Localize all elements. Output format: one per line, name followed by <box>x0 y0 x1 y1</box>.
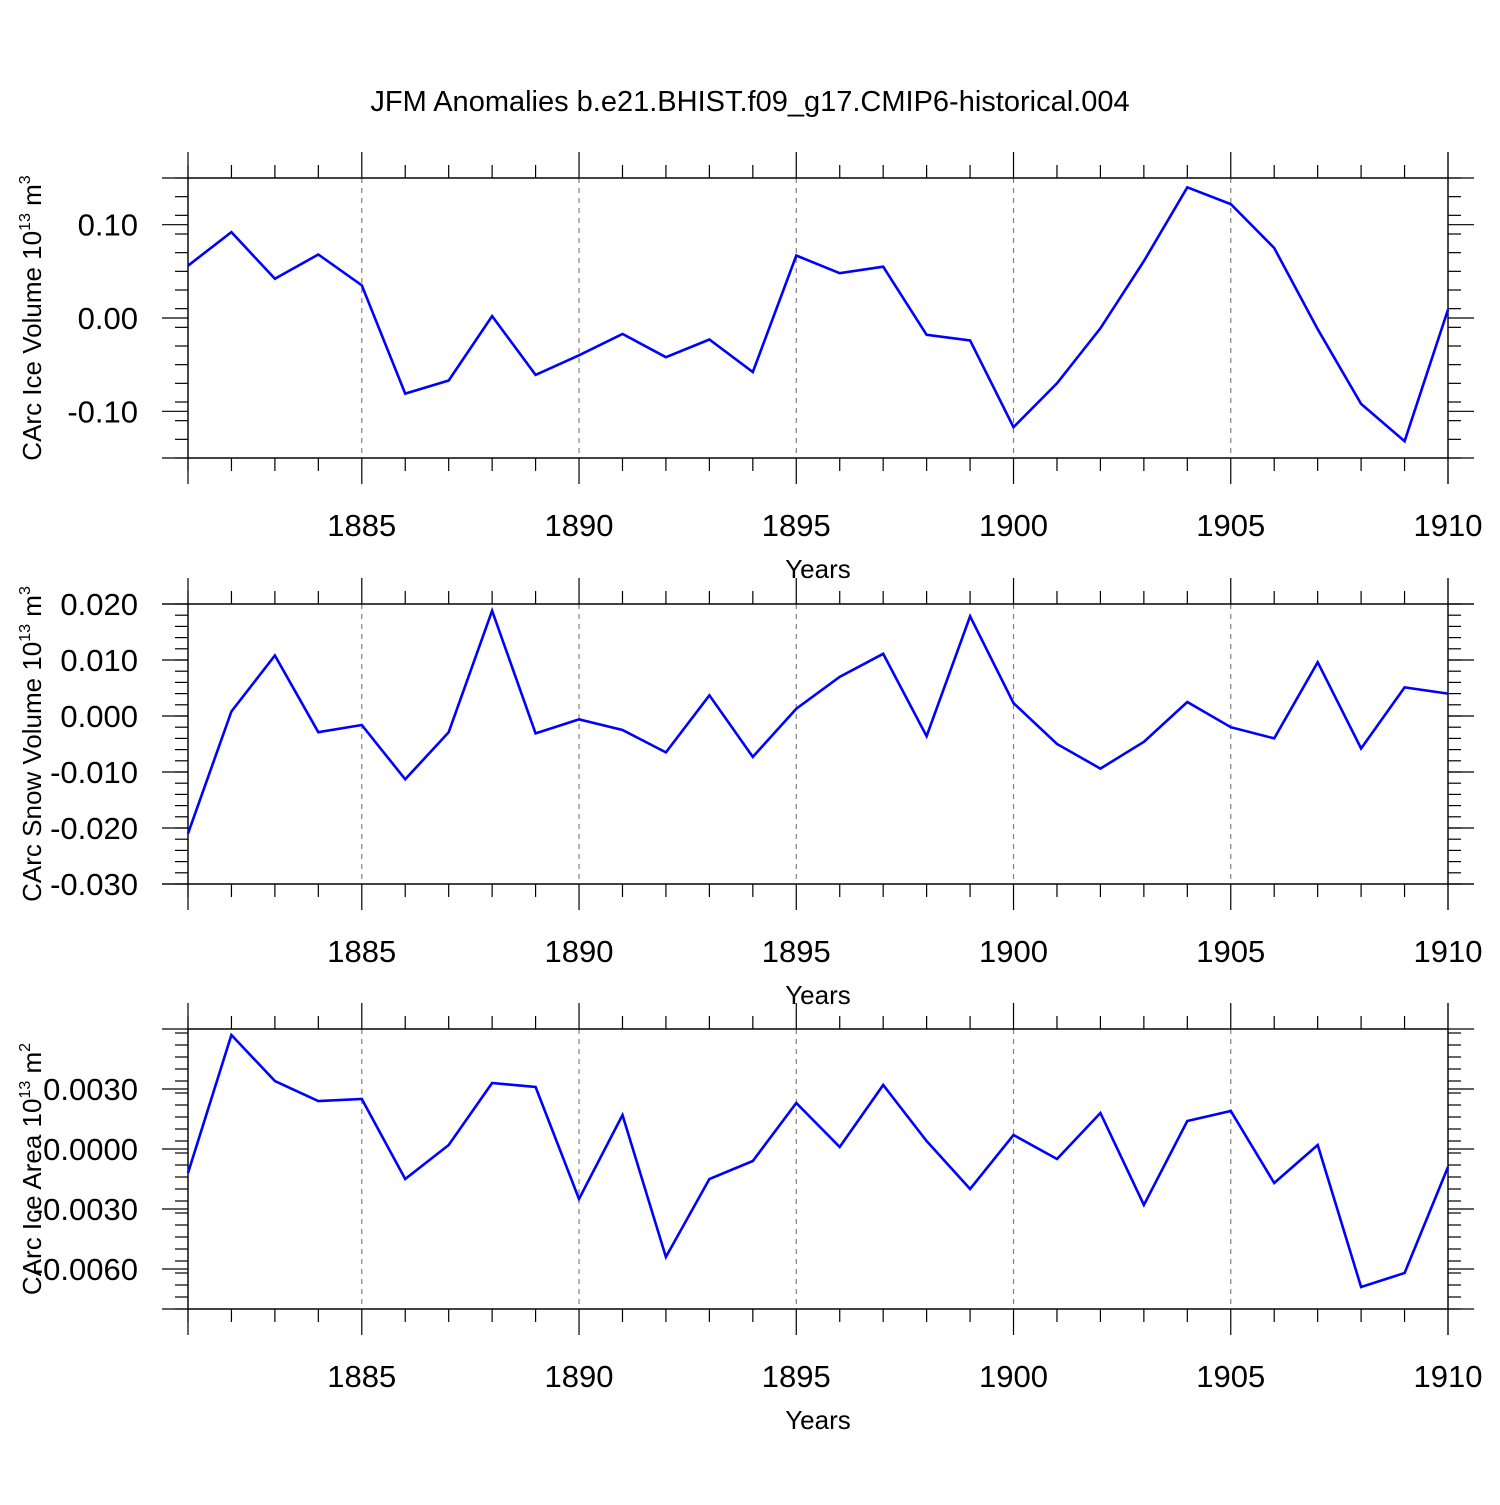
x-tick-label: 1885 <box>327 1359 396 1394</box>
y-axis-label: CArc Snow Volume 1013 m3 <box>17 586 47 902</box>
y-tick-label: -0.0030 <box>33 1192 138 1227</box>
x-axis-label: Years <box>785 980 851 1010</box>
x-tick-label: 1885 <box>327 508 396 543</box>
y-tick-label: -0.0060 <box>33 1252 138 1287</box>
panel-1: -0.10 0.00 0.10 1885 1890 1895 1900 1905 1910 Yea… <box>17 152 1482 584</box>
x-tick-label: 1890 <box>545 934 614 969</box>
y-tick-label: 0.10 <box>78 208 138 243</box>
x-tick-label: 1900 <box>979 508 1048 543</box>
x-axis-label: Years <box>785 554 851 584</box>
x-tick-label: 1910 <box>1414 934 1483 969</box>
y-tick-label: 0.000 <box>60 699 138 734</box>
y-tick-label: 0.0030 <box>43 1072 138 1107</box>
x-tick-label: 1895 <box>762 508 831 543</box>
plot-frame <box>187 1028 1449 1310</box>
x-tick-label: 1895 <box>762 1359 831 1394</box>
plot-frame <box>187 177 1449 459</box>
series-line <box>186 1032 1450 1289</box>
panel-2: -0.030 -0.020 -0.010 0.000 0.010 0.020 1885 189… <box>17 578 1482 1010</box>
x-tick-label: 1905 <box>1196 508 1265 543</box>
y-tick-label: -0.10 <box>67 394 138 429</box>
y-tick-label: 0.020 <box>60 587 138 622</box>
x-tick-label: 1890 <box>545 508 614 543</box>
series-line <box>187 185 1450 444</box>
x-tick-label: 1905 <box>1196 934 1265 969</box>
figure-title: JFM Anomalies b.e21.BHIST.f09_g17.CMIP6-… <box>370 86 1130 118</box>
x-tick-label: 1900 <box>979 934 1048 969</box>
y-axis-label: CArc Ice Volume 1013 m3 <box>17 175 47 460</box>
y-tick-label: 0.010 <box>60 643 138 678</box>
y-tick-label: -0.020 <box>50 811 138 846</box>
x-tick-label: 1890 <box>545 1359 614 1394</box>
y-tick-label: 0.00 <box>78 301 138 336</box>
x-tick-label: 1895 <box>762 934 831 969</box>
series-line <box>186 606 1449 835</box>
x-tick-label: 1900 <box>979 1359 1048 1394</box>
x-tick-label: 1885 <box>327 934 396 969</box>
x-tick-label: 1905 <box>1196 1359 1265 1394</box>
panel-3: -0.0060 -0.0030 0.0000 0.0030 1885 1890 1895 19… <box>17 1003 1482 1435</box>
x-tick-label: 1910 <box>1414 508 1483 543</box>
y-axis-label: CArc Ice Area 1013 m2 <box>17 1043 47 1295</box>
y-tick-label: 0.0000 <box>43 1132 138 1167</box>
y-tick-label: -0.030 <box>50 867 138 902</box>
x-tick-label: 1910 <box>1414 1359 1483 1394</box>
y-tick-label: -0.010 <box>50 755 138 790</box>
x-axis-label: Years <box>785 1405 851 1435</box>
